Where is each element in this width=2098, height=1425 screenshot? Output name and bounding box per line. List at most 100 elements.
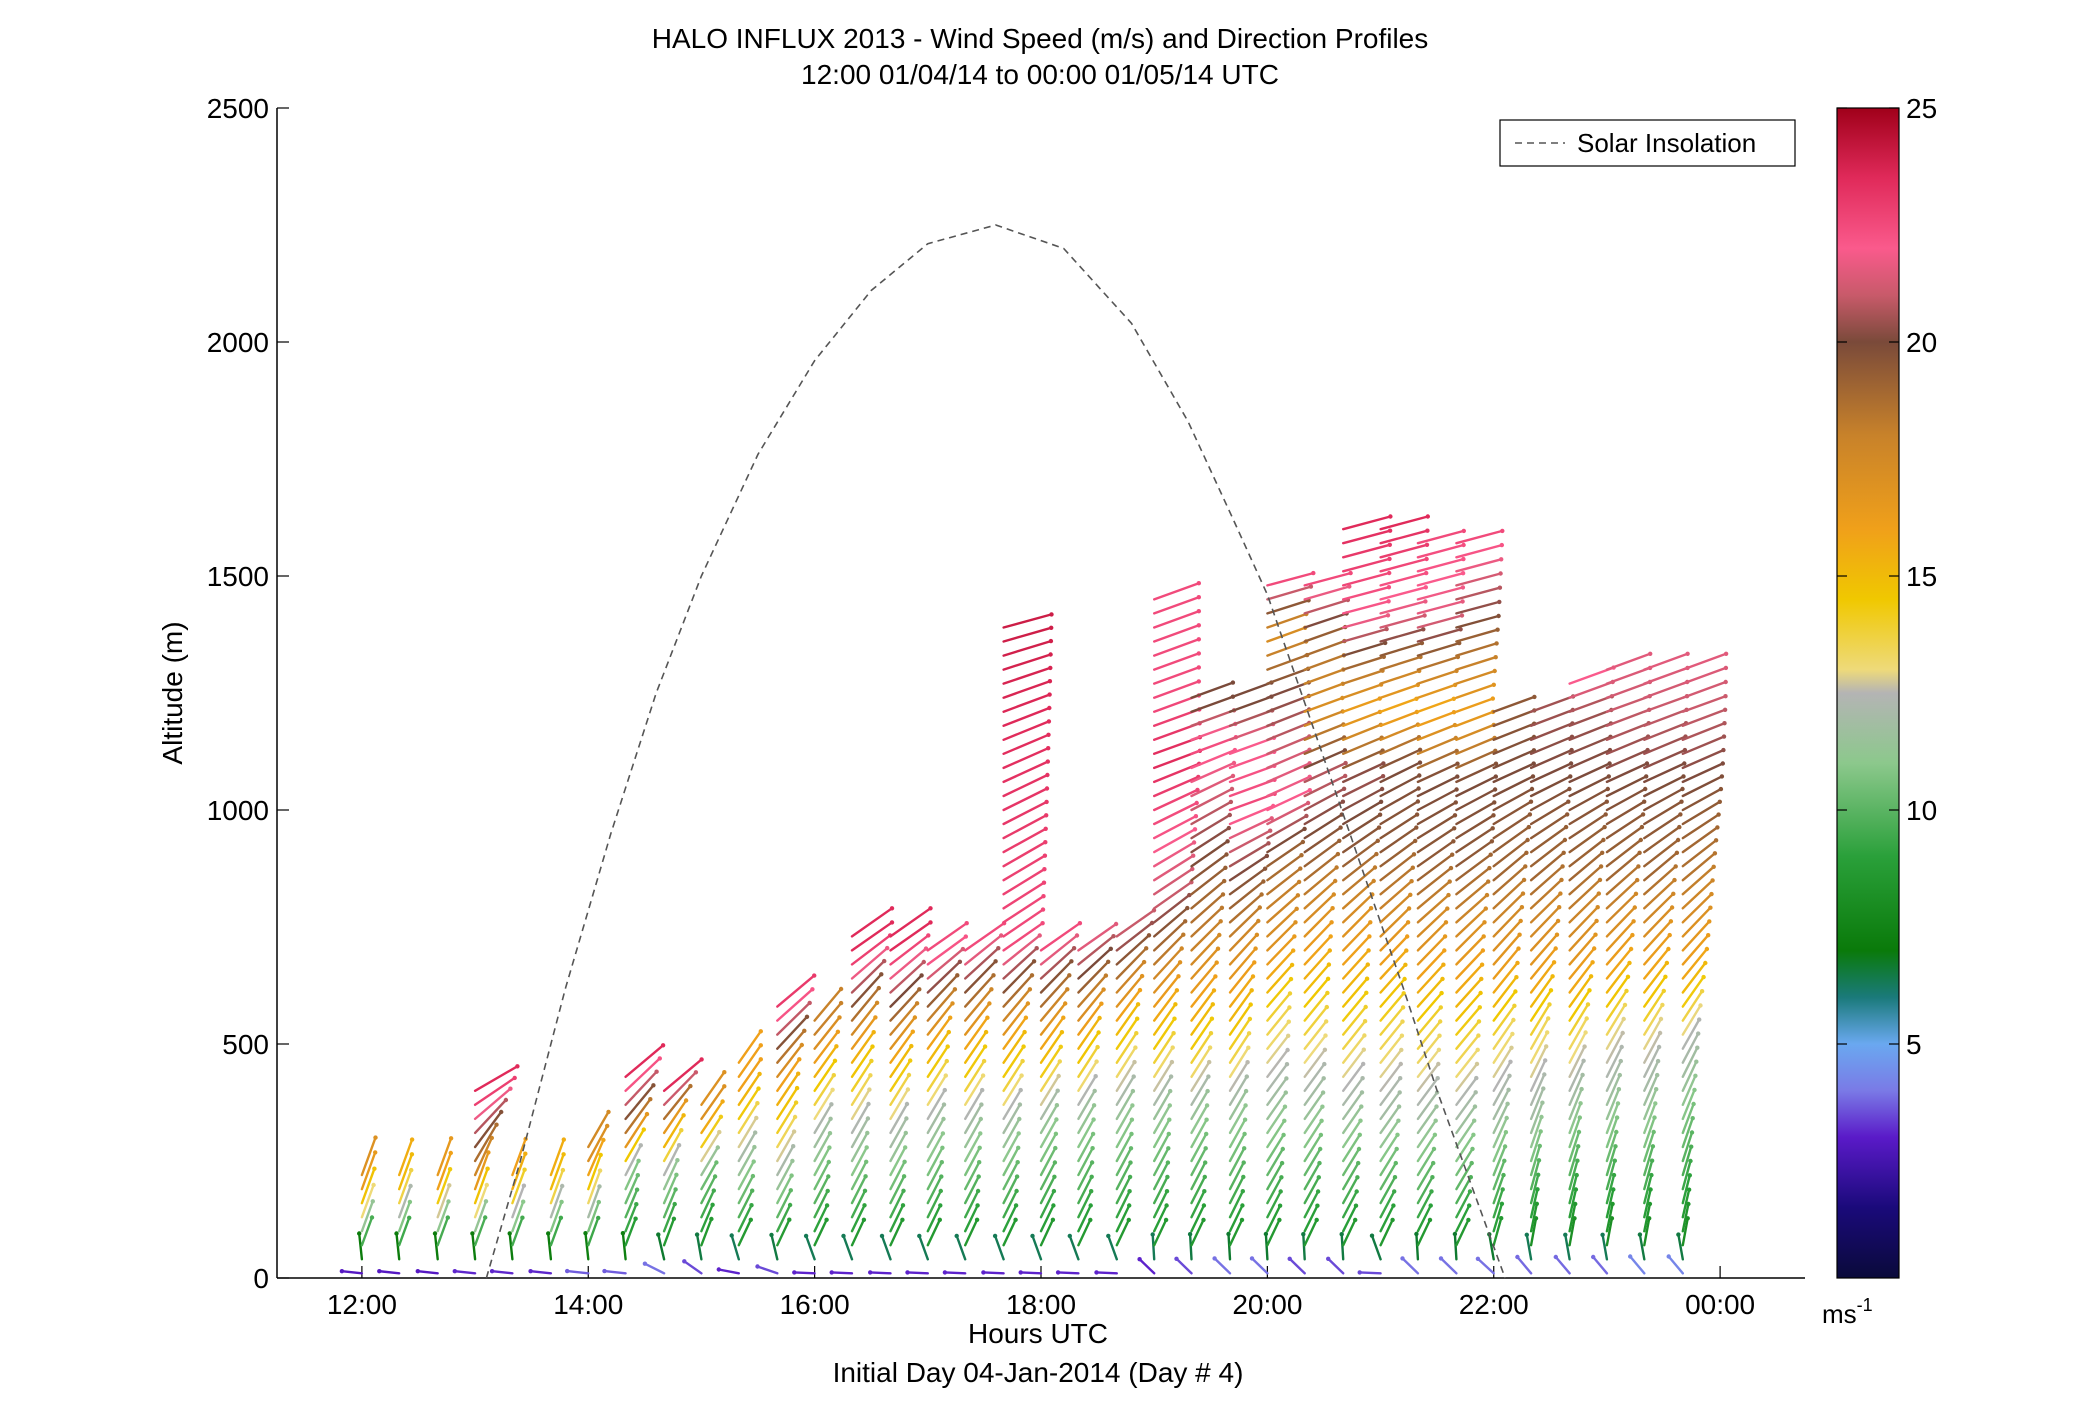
- wind-barb-head: [1050, 1217, 1056, 1223]
- wind-barb-head: [634, 1187, 640, 1192]
- wind-barb-head: [407, 1215, 412, 1221]
- wind-barb-head: [756, 1086, 761, 1091]
- wind-barb-head: [1423, 585, 1429, 590]
- wind-barb-head: [825, 1188, 830, 1194]
- wind-barb: [398, 1184, 412, 1219]
- wind-barb: [1401, 1257, 1420, 1275]
- wind-barb: [717, 1268, 740, 1275]
- wind-barb-head: [863, 1174, 868, 1179]
- wind-barb: [511, 1168, 526, 1205]
- wind-barb-head: [1204, 1117, 1209, 1122]
- wind-barb: [1002, 720, 1051, 741]
- y-tick-label: 1500: [207, 561, 269, 592]
- wind-barb-head: [787, 1217, 792, 1222]
- wind-barb: [1416, 572, 1465, 587]
- x-tick-label: 22:00: [1459, 1289, 1529, 1320]
- wind-barb: [1379, 557, 1428, 573]
- wind-barb: [1228, 989, 1253, 1022]
- wind-barb-head: [1621, 1016, 1626, 1022]
- wind-barb: [547, 1232, 553, 1261]
- wind-barb: [1379, 571, 1428, 587]
- wind-barb: [1266, 963, 1294, 994]
- wind-barb: [926, 1103, 946, 1135]
- wind-barb: [776, 1058, 801, 1093]
- wind-barb-head: [642, 1261, 648, 1266]
- wind-barb-head: [1324, 1019, 1329, 1024]
- wind-barb: [1416, 762, 1459, 784]
- wind-barb: [1379, 963, 1407, 994]
- wind-barb-head: [864, 1159, 869, 1165]
- wind-barb: [1643, 1059, 1660, 1093]
- wind-barb-head: [1210, 1002, 1216, 1007]
- wind-barb: [1416, 1161, 1435, 1191]
- wind-barb-head: [1403, 962, 1408, 967]
- wind-barb: [1266, 1176, 1283, 1205]
- wind-barb: [1152, 638, 1201, 657]
- wind-barb-head: [1331, 892, 1337, 897]
- wind-barb-head: [799, 1042, 804, 1048]
- wind-barb: [1529, 975, 1554, 1008]
- wind-barb: [1039, 1060, 1062, 1093]
- wind-barb-head: [1494, 641, 1499, 646]
- wind-barb-head: [1640, 812, 1646, 817]
- wind-barb-head: [373, 1135, 378, 1140]
- wind-barb: [1681, 775, 1724, 798]
- wind-barb-head: [1417, 773, 1422, 778]
- wind-barb: [1643, 892, 1675, 924]
- wind-barb: [926, 1218, 941, 1247]
- wind-barb-head: [1130, 1103, 1135, 1108]
- wind-barb-head: [1615, 1101, 1621, 1106]
- wind-barb: [624, 1128, 645, 1163]
- wind-barb-head: [901, 1188, 906, 1194]
- wind-barb-head: [699, 1057, 704, 1062]
- wind-barb: [662, 1114, 685, 1149]
- wind-barb-head: [1486, 879, 1491, 884]
- wind-barb-head: [1487, 865, 1492, 871]
- wind-barb: [964, 934, 1003, 966]
- wind-barb-head: [483, 1215, 488, 1220]
- wind-barb: [473, 1183, 488, 1219]
- wind-barb: [1303, 1091, 1325, 1121]
- wind-barb: [964, 922, 1006, 952]
- wind-barb-head: [903, 1145, 908, 1150]
- wind-barb-head: [1437, 1033, 1442, 1038]
- wind-barb: [1266, 775, 1311, 798]
- wind-barb: [1643, 748, 1687, 770]
- wind-barb-head: [1205, 1088, 1210, 1094]
- wind-barb: [850, 1189, 867, 1219]
- wind-barb-head: [1268, 828, 1273, 833]
- wind-barb-head: [1348, 570, 1353, 576]
- wind-barb-head: [1168, 1088, 1173, 1094]
- wind-barb: [813, 1204, 829, 1233]
- wind-barb: [1379, 614, 1426, 629]
- wind-barb: [1379, 1062, 1403, 1093]
- wind-barb-head: [1595, 905, 1600, 910]
- wind-barb-head: [644, 1111, 650, 1117]
- wind-barb: [889, 1175, 906, 1205]
- wind-barb: [1031, 1234, 1043, 1261]
- wind-barb: [360, 1216, 374, 1247]
- wind-barb-head: [1167, 1103, 1173, 1108]
- wind-barb: [889, 988, 921, 1022]
- wind-barb-head: [1261, 879, 1266, 884]
- wind-barb: [964, 1002, 991, 1036]
- wind-barb-head: [1668, 919, 1674, 924]
- wind-barb: [1190, 975, 1217, 1008]
- wind-barb: [1039, 947, 1076, 980]
- wind-barb-head: [1196, 637, 1202, 642]
- wind-barb: [1341, 1091, 1364, 1121]
- wind-barb-head: [1046, 746, 1051, 751]
- wind-barb: [793, 1271, 816, 1275]
- wind-barb: [1529, 1159, 1541, 1191]
- wind-barb: [1326, 1257, 1345, 1275]
- wind-barb: [850, 1030, 875, 1064]
- wind-barb: [529, 1269, 553, 1275]
- wind-barb-head: [1654, 1087, 1659, 1092]
- wind-barb: [700, 1130, 721, 1163]
- wind-barb: [1266, 721, 1311, 741]
- wind-barb: [1605, 722, 1650, 741]
- wind-barb: [1643, 975, 1667, 1008]
- wind-barb: [1039, 1218, 1055, 1247]
- wind-barb-head: [1314, 1217, 1319, 1223]
- wind-barb-head: [879, 972, 884, 977]
